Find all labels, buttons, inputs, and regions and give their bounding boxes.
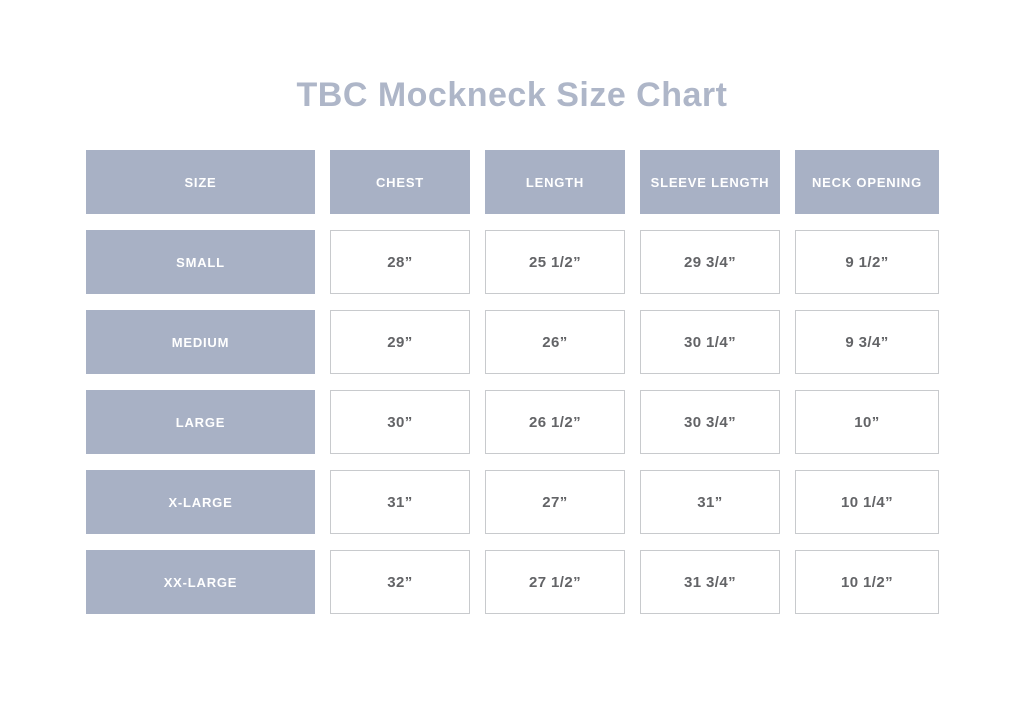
column-header-length: LENGTH [485, 150, 625, 214]
value-small-chest: 28” [330, 230, 470, 294]
column-header-sleeve-length: SLEEVE LENGTH [640, 150, 780, 214]
row-label-xx-large: XX-LARGE [86, 550, 315, 614]
value-small-length: 25 1/2” [485, 230, 625, 294]
value-large-sleeve: 30 3/4” [640, 390, 780, 454]
column-header-chest: CHEST [330, 150, 470, 214]
value-large-length: 26 1/2” [485, 390, 625, 454]
value-xx-large-neck: 10 1/2” [795, 550, 939, 614]
value-medium-length: 26” [485, 310, 625, 374]
value-medium-neck: 9 3/4” [795, 310, 939, 374]
value-x-large-neck: 10 1/4” [795, 470, 939, 534]
row-label-medium: MEDIUM [86, 310, 315, 374]
value-medium-chest: 29” [330, 310, 470, 374]
row-label-large: LARGE [86, 390, 315, 454]
value-x-large-chest: 31” [330, 470, 470, 534]
row-label-x-large: X-LARGE [86, 470, 315, 534]
column-header-neck-opening: NECK OPENING [795, 150, 939, 214]
value-xx-large-chest: 32” [330, 550, 470, 614]
row-label-small: SMALL [86, 230, 315, 294]
value-x-large-length: 27” [485, 470, 625, 534]
page-title: TBC Mockneck Size Chart [296, 76, 728, 114]
size-chart-table: SIZE CHEST LENGTH SLEEVE LENGTH NECK OPE… [86, 150, 939, 614]
value-large-chest: 30” [330, 390, 470, 454]
value-small-neck: 9 1/2” [795, 230, 939, 294]
value-x-large-sleeve: 31” [640, 470, 780, 534]
column-header-size: SIZE [86, 150, 315, 214]
value-medium-sleeve: 30 1/4” [640, 310, 780, 374]
value-large-neck: 10” [795, 390, 939, 454]
value-xx-large-length: 27 1/2” [485, 550, 625, 614]
value-xx-large-sleeve: 31 3/4” [640, 550, 780, 614]
value-small-sleeve: 29 3/4” [640, 230, 780, 294]
